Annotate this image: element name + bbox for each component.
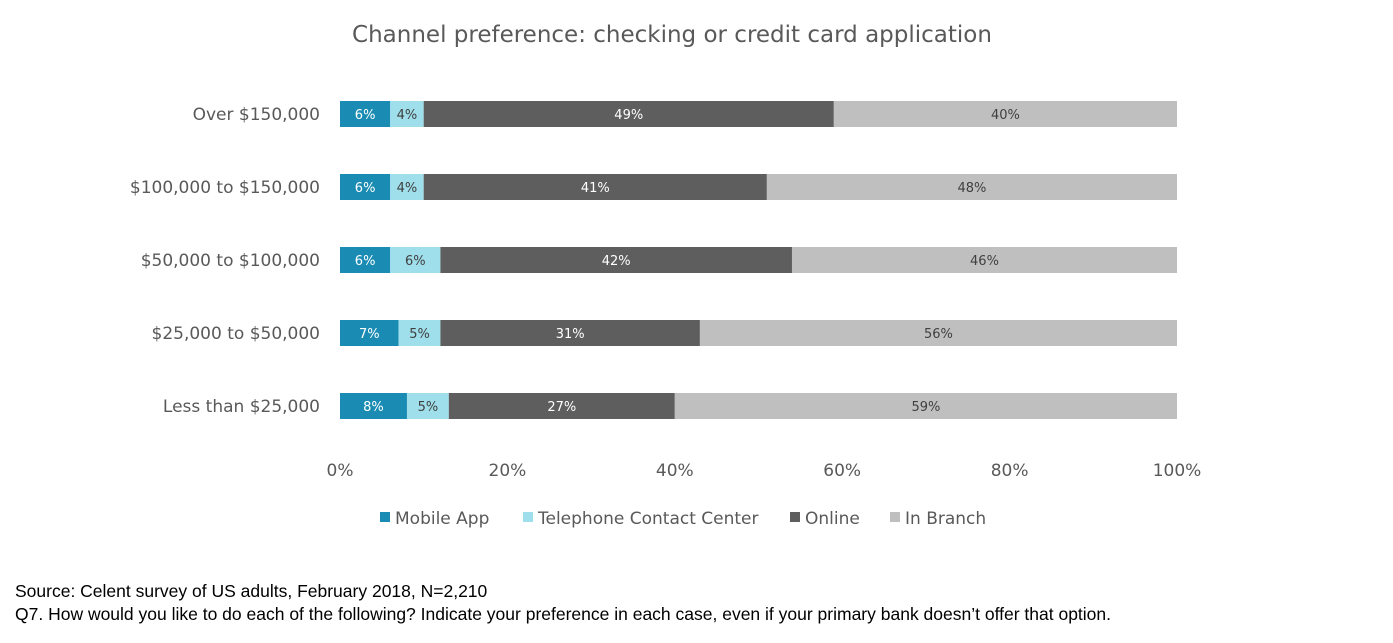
bar-segment (390, 101, 424, 127)
data-label: 4% (397, 181, 418, 196)
data-label: 41% (581, 181, 610, 196)
bar-row: Over $150,000 6% 4% 49% 40% (193, 101, 1177, 127)
data-label: 49% (614, 108, 643, 123)
question-text: Q7. How would you like to do each of the… (15, 604, 1112, 624)
data-label: 4% (397, 108, 418, 123)
bar-segment (340, 174, 391, 200)
legend-item: Online (790, 509, 860, 529)
data-label: 6% (355, 108, 376, 123)
bar-segment (423, 101, 834, 127)
data-label: 27% (547, 400, 576, 415)
data-label: 48% (957, 181, 986, 196)
legend-swatch (380, 512, 390, 522)
data-label: 6% (405, 254, 426, 269)
legend-item: Mobile App (380, 509, 489, 529)
legend-label: Mobile App (395, 509, 489, 529)
x-tick-label: 0% (327, 461, 354, 481)
x-tick-label: 20% (489, 461, 527, 481)
legend: Mobile App Telephone Contact Center Online… (380, 509, 986, 529)
x-tick-label: 80% (991, 461, 1029, 481)
x-axis: 0% 20% 40% 60% 80% 100% (327, 461, 1202, 481)
data-label: 59% (911, 400, 940, 415)
data-label: 7% (359, 327, 380, 342)
data-label: 56% (924, 327, 953, 342)
bar-segment (390, 174, 424, 200)
legend-swatch (790, 512, 800, 522)
bar-segment (440, 320, 700, 346)
bar-row: $25,000 to $50,000 7% 5% 31% 56% (152, 320, 1177, 346)
bar-segment (699, 320, 1177, 346)
chart-title: Channel preference: checking or credit c… (352, 22, 992, 48)
bar-segment (448, 393, 675, 419)
bar-segment (833, 101, 1177, 127)
x-tick-label: 100% (1153, 461, 1202, 481)
data-label: 5% (409, 327, 430, 342)
bar-segment (340, 320, 399, 346)
bar-segment (390, 247, 441, 273)
bar-segment (423, 174, 767, 200)
data-label: 31% (556, 327, 585, 342)
bar-segment (340, 101, 391, 127)
bar-segment (398, 320, 441, 346)
source-text: Source: Celent survey of US adults, Febr… (15, 581, 488, 601)
category-label: $25,000 to $50,000 (152, 324, 320, 344)
legend-item: In Branch (890, 509, 986, 529)
source-note: Source: Celent survey of US adults, Febr… (15, 580, 1111, 626)
bar-segment (766, 174, 1177, 200)
bar-segment (406, 393, 449, 419)
category-label: $100,000 to $150,000 (130, 178, 320, 198)
category-label: Less than $25,000 (163, 397, 320, 417)
legend-swatch (890, 512, 900, 522)
bar-segment (674, 393, 1177, 419)
legend-item: Telephone Contact Center (523, 509, 759, 529)
data-label: 6% (355, 254, 376, 269)
data-label: 6% (355, 181, 376, 196)
category-label: Over $150,000 (193, 105, 320, 125)
bar-segment (791, 247, 1177, 273)
legend-label: Online (805, 509, 860, 529)
bar-row: $100,000 to $150,000 6% 4% 41% 48% (130, 174, 1177, 200)
bar-row: Less than $25,000 8% 5% 27% 59% (163, 393, 1177, 419)
data-label: 46% (970, 254, 999, 269)
x-tick-label: 60% (823, 461, 861, 481)
plot-area: Over $150,000 6% 4% 49% 40% $100,000 to $150,… (130, 101, 1177, 419)
stacked-bar-chart: Channel preference: checking or credit c… (130, 22, 1202, 529)
category-label: $50,000 to $100,000 (141, 251, 320, 271)
legend-label: In Branch (905, 509, 986, 529)
bar-segment (340, 247, 391, 273)
bar-segment (440, 247, 792, 273)
legend-label: Telephone Contact Center (537, 509, 759, 529)
bar-segment (340, 393, 407, 419)
x-tick-label: 40% (656, 461, 694, 481)
legend-swatch (523, 512, 533, 522)
bar-row: $50,000 to $100,000 6% 6% 42% 46% (141, 247, 1177, 273)
data-label: 42% (602, 254, 631, 269)
data-label: 40% (991, 108, 1020, 123)
data-label: 8% (363, 400, 384, 415)
data-label: 5% (418, 400, 439, 415)
